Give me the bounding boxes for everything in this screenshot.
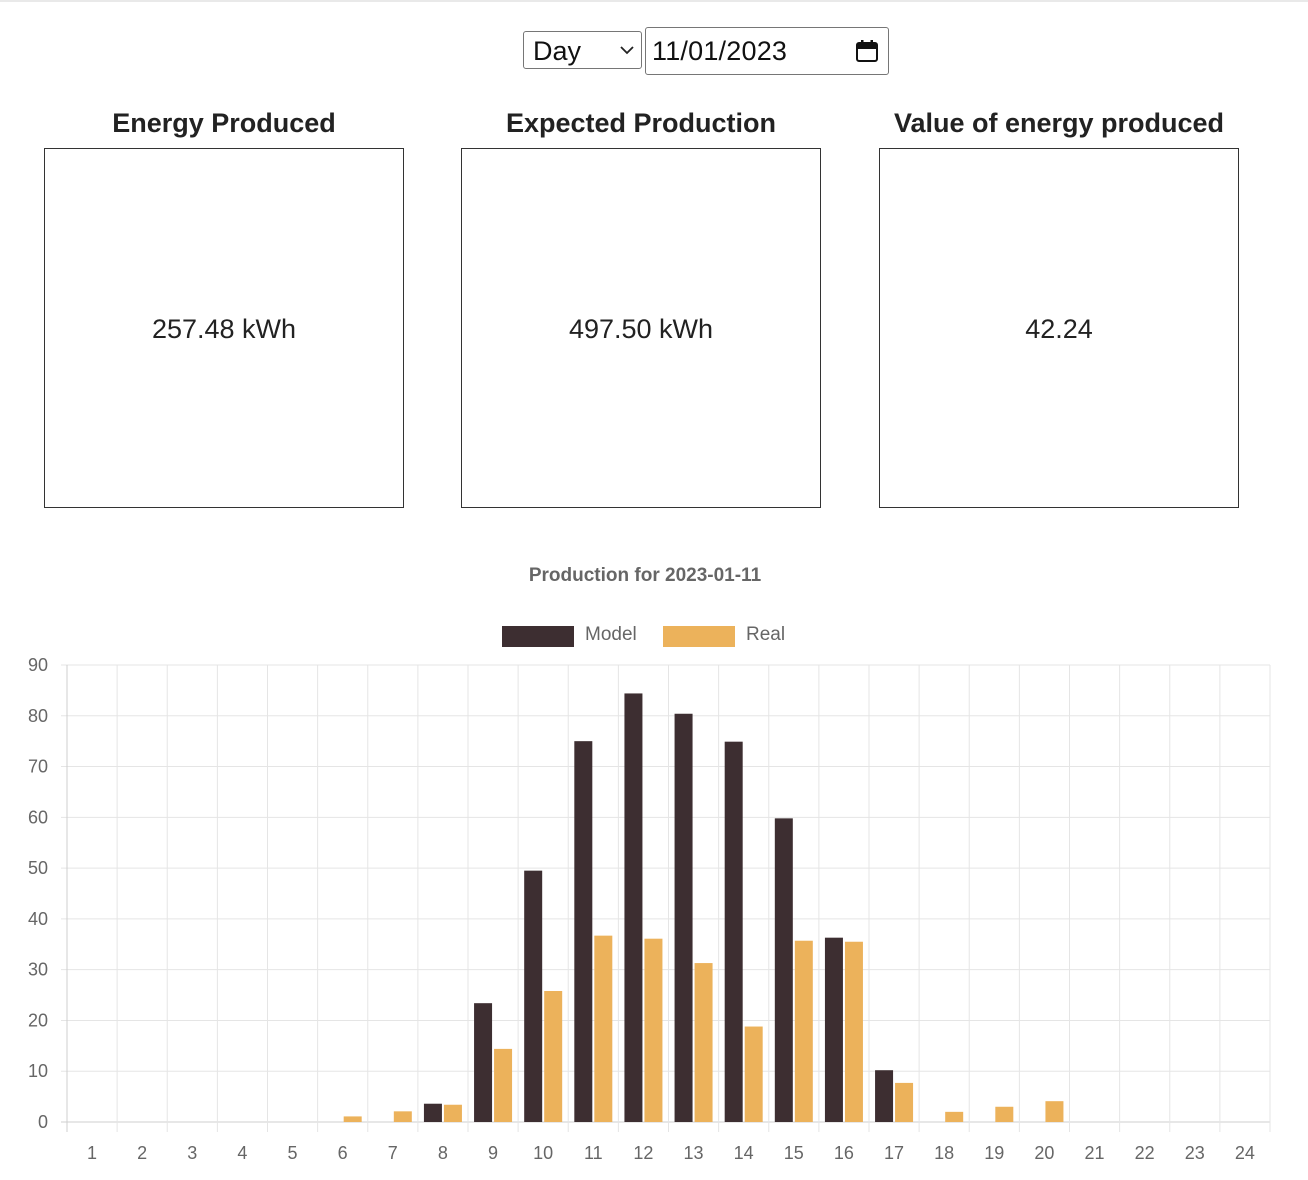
x-tick-label: 14 — [734, 1143, 754, 1163]
energy-produced-title: Energy Produced — [112, 108, 336, 138]
y-tick-label: 70 — [28, 757, 48, 777]
x-tick-label: 4 — [237, 1143, 247, 1163]
x-tick-label: 13 — [684, 1143, 704, 1163]
x-tick-label: 12 — [633, 1143, 653, 1163]
real-bar — [644, 938, 663, 1122]
energy-value-title: Value of energy produced — [893, 108, 1225, 138]
model-bar — [474, 1003, 493, 1122]
model-bar — [875, 1070, 894, 1122]
real-bar — [945, 1111, 964, 1122]
chart-legend: Model Real — [0, 624, 1308, 652]
energy-produced-card: 257.48 kWh — [44, 148, 404, 508]
x-tick-label: 16 — [834, 1143, 854, 1163]
y-tick-label: 60 — [28, 807, 48, 827]
expected-production-card: 497.50 kWh — [461, 148, 821, 508]
real-bar — [995, 1106, 1014, 1122]
model-bar — [624, 693, 643, 1122]
x-tick-label: 11 — [584, 1143, 603, 1163]
chart-title: Production for 2023-01-11 — [528, 565, 762, 586]
period-select-value: Day — [533, 36, 582, 66]
legend-real-label[interactable]: Real — [746, 624, 786, 645]
energy-produced-value: 257.48 kWh — [151, 314, 297, 344]
x-tick-label: 20 — [1034, 1143, 1054, 1163]
expected-production-title: Expected Production — [505, 108, 777, 138]
x-tick-label: 17 — [884, 1143, 904, 1163]
model-bar — [774, 818, 793, 1122]
date-input-value: 11/01/2023 — [652, 36, 788, 66]
x-tick-label: 7 — [388, 1143, 398, 1163]
calendar-icon[interactable] — [855, 39, 879, 63]
x-tick-label: 6 — [338, 1143, 348, 1163]
x-tick-label: 3 — [187, 1143, 197, 1163]
period-select[interactable]: Day — [523, 31, 642, 69]
x-tick-label: 8 — [438, 1143, 448, 1163]
x-tick-label: 10 — [533, 1143, 553, 1163]
y-tick-label: 80 — [28, 706, 48, 726]
real-bar — [343, 1116, 362, 1122]
y-tick-label: 10 — [28, 1061, 48, 1081]
energy-value-value: 42.24 — [1025, 314, 1093, 344]
model-bar — [724, 741, 743, 1122]
real-bar — [494, 1048, 513, 1122]
expected-production-value: 497.50 kWh — [568, 314, 714, 344]
model-bar — [423, 1103, 442, 1122]
legend-model-label[interactable]: Model — [585, 624, 637, 645]
legend-real-swatch[interactable] — [663, 626, 735, 647]
top-border — [0, 0, 1308, 2]
x-tick-label: 22 — [1135, 1143, 1155, 1163]
y-tick-label: 0 — [38, 1112, 48, 1132]
legend-model-swatch[interactable] — [502, 626, 574, 647]
real-bar — [393, 1111, 412, 1122]
real-bar — [694, 963, 713, 1122]
real-bar — [844, 941, 863, 1122]
real-bar — [794, 940, 813, 1122]
model-bar — [674, 713, 693, 1122]
real-bar — [744, 1026, 763, 1122]
x-tick-label: 1 — [87, 1143, 97, 1163]
date-input[interactable]: 11/01/2023 — [645, 27, 889, 75]
y-tick-label: 20 — [28, 1010, 48, 1030]
real-bar — [895, 1082, 914, 1122]
energy-value-card: 42.24 — [879, 148, 1239, 508]
x-tick-label: 15 — [784, 1143, 804, 1163]
y-tick-label: 50 — [28, 858, 48, 878]
y-tick-label: 90 — [28, 655, 48, 675]
model-bar — [574, 741, 593, 1122]
x-tick-label: 18 — [934, 1143, 954, 1163]
real-bar — [443, 1104, 462, 1122]
real-bar — [1045, 1101, 1064, 1122]
real-bar — [594, 935, 613, 1122]
x-tick-label: 21 — [1085, 1143, 1105, 1163]
x-tick-label: 24 — [1235, 1143, 1255, 1163]
x-tick-label: 2 — [137, 1143, 147, 1163]
chevron-down-icon — [620, 46, 634, 55]
real-bar — [544, 990, 563, 1122]
y-tick-label: 40 — [28, 909, 48, 929]
model-bar — [824, 937, 843, 1122]
model-bar — [524, 870, 543, 1122]
x-tick-label: 19 — [984, 1143, 1004, 1163]
x-tick-label: 23 — [1185, 1143, 1205, 1163]
x-tick-label: 9 — [488, 1143, 498, 1163]
y-tick-label: 30 — [28, 960, 48, 980]
x-tick-label: 5 — [288, 1143, 298, 1163]
